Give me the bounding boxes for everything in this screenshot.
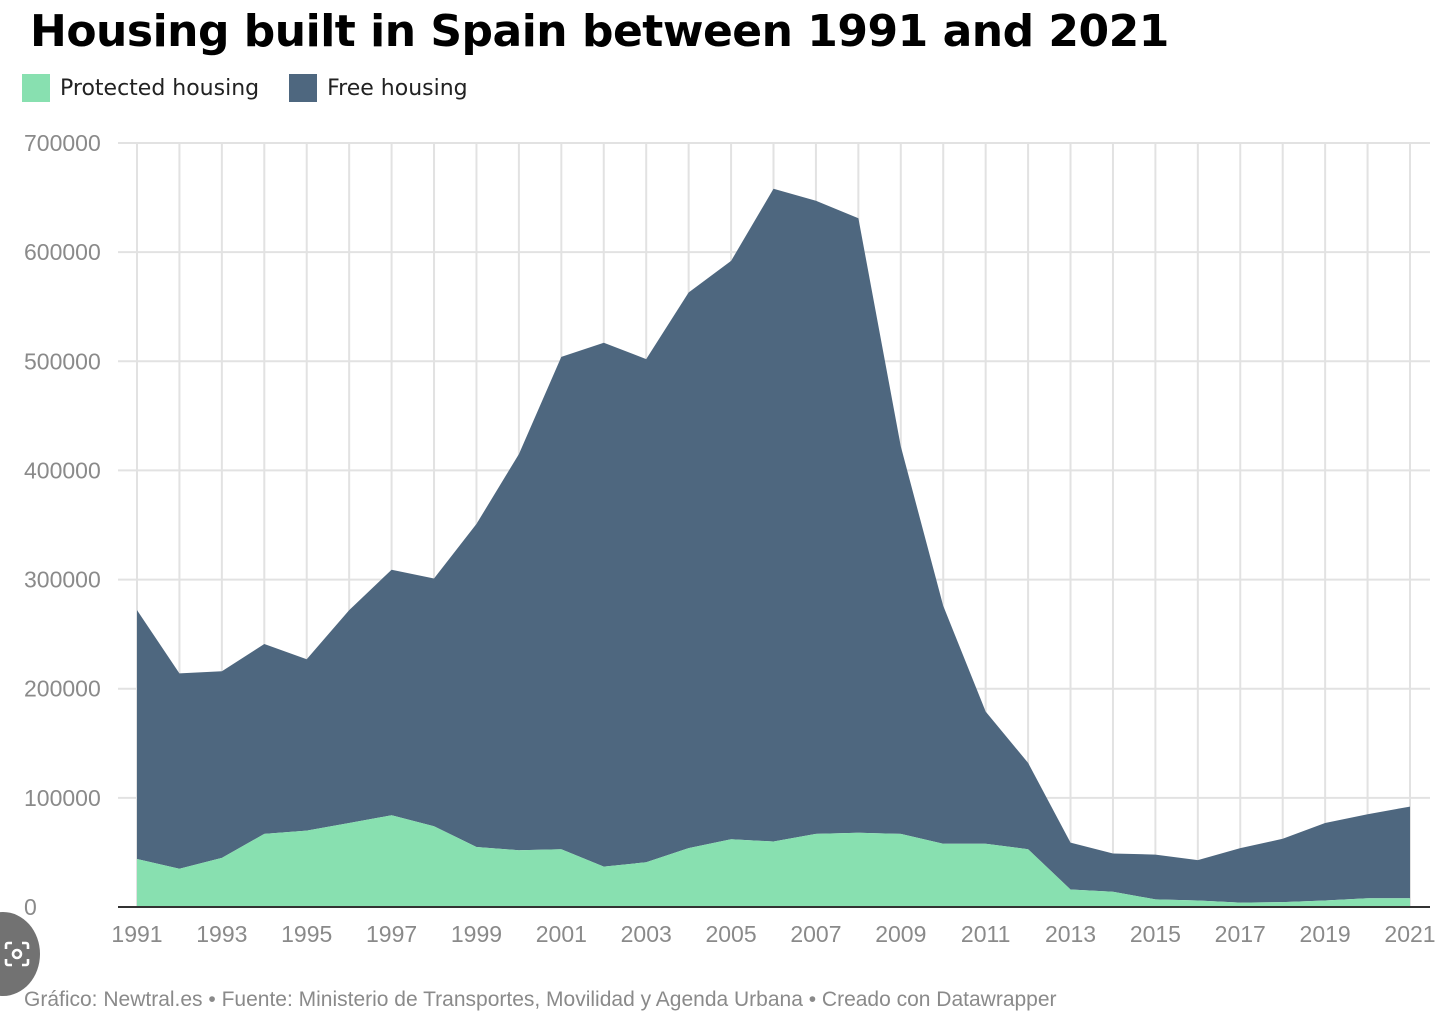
legend-swatch-protected	[22, 74, 50, 102]
legend-item-free: Free housing	[289, 74, 468, 102]
y-tick-label: 600000	[24, 239, 101, 265]
area-free-housing	[137, 188, 1410, 903]
x-tick-label: 2001	[536, 921, 587, 947]
y-tick-label: 700000	[24, 130, 101, 156]
y-tick-label: 300000	[24, 567, 101, 593]
x-tick-label: 2011	[961, 921, 1010, 947]
legend-item-protected: Protected housing	[22, 74, 259, 102]
chart-footer-credit: Gráfico: Newtral.es • Fuente: Ministerio…	[24, 988, 1057, 1011]
x-tick-label: 1995	[281, 921, 332, 947]
legend-label-protected: Protected housing	[60, 75, 260, 101]
legend-swatch-free	[289, 74, 318, 102]
x-tick-label: 2021	[1384, 921, 1435, 947]
x-tick-label: 1997	[366, 921, 417, 947]
x-tick-label: 2007	[790, 921, 841, 947]
x-tick-label: 2003	[621, 921, 672, 947]
area-protected-housing	[137, 815, 1410, 907]
y-tick-label: 0	[24, 894, 37, 920]
x-tick-label: 1993	[196, 921, 247, 947]
x-tick-label: 2015	[1130, 921, 1181, 947]
y-tick-label: 400000	[24, 457, 101, 483]
y-tick-label: 100000	[24, 785, 101, 811]
x-tick-label: 2017	[1215, 921, 1266, 947]
y-tick-label: 200000	[24, 676, 101, 702]
x-tick-label: 2013	[1045, 921, 1096, 947]
visual-search-icon	[4, 941, 30, 967]
x-tick-label: 2019	[1300, 921, 1351, 947]
x-tick-label: 2009	[875, 921, 926, 947]
x-tick-label: 1991	[111, 921, 162, 947]
x-tick-label: 1999	[451, 921, 502, 947]
x-tick-label: 2005	[705, 921, 756, 947]
chart-title: Housing built in Spain between 1991 and …	[30, 6, 1169, 57]
y-tick-label: 500000	[24, 348, 101, 374]
legend-label-free: Free housing	[327, 75, 468, 101]
legend: Protected housing Free housing	[22, 74, 498, 102]
